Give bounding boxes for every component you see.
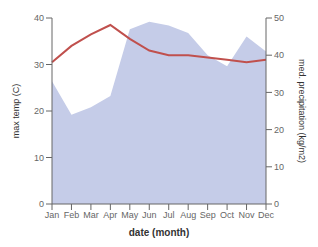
svg-text:date (month): date (month): [129, 227, 190, 238]
svg-text:30: 30: [274, 88, 284, 98]
svg-text:10: 10: [274, 162, 284, 172]
svg-text:50: 50: [274, 13, 284, 23]
svg-text:10: 10: [34, 153, 44, 163]
svg-text:Jun: Jun: [142, 210, 157, 220]
svg-text:med. precipitation (kg/m2): med. precipitation (kg/m2): [297, 59, 307, 163]
svg-text:20: 20: [34, 106, 44, 116]
svg-text:0: 0: [274, 199, 279, 209]
svg-text:Aug: Aug: [180, 210, 196, 220]
svg-text:Sep: Sep: [200, 210, 216, 220]
svg-text:0: 0: [39, 199, 44, 209]
svg-text:Jan: Jan: [45, 210, 60, 220]
svg-text:Jul: Jul: [163, 210, 175, 220]
svg-text:May: May: [121, 210, 139, 220]
svg-text:Feb: Feb: [64, 210, 80, 220]
svg-text:20: 20: [274, 125, 284, 135]
svg-text:40: 40: [274, 50, 284, 60]
svg-text:Apr: Apr: [103, 210, 117, 220]
svg-text:30: 30: [34, 60, 44, 70]
svg-text:40: 40: [34, 13, 44, 23]
svg-text:max temp (C): max temp (C): [11, 84, 21, 139]
svg-text:Dec: Dec: [258, 210, 275, 220]
svg-text:Oct: Oct: [220, 210, 235, 220]
svg-text:Nov: Nov: [239, 210, 256, 220]
svg-text:Mar: Mar: [83, 210, 99, 220]
